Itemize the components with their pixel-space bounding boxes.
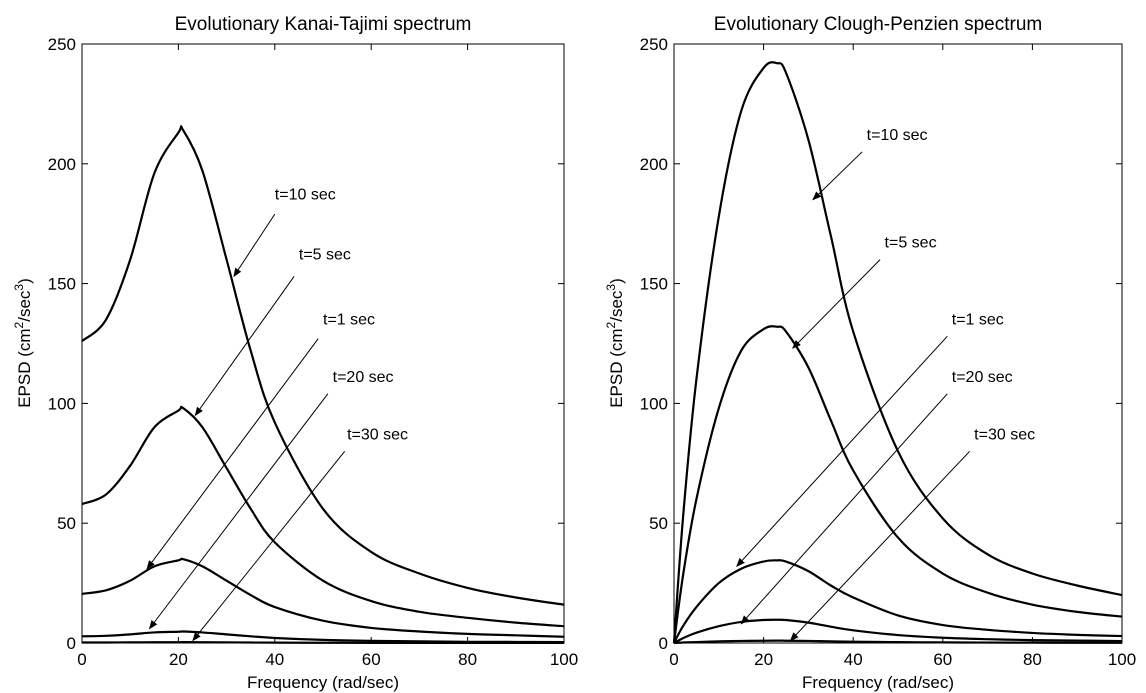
chart-title: Evolutionary Clough-Penzien spectrum <box>714 14 1042 35</box>
x-tick-label: 40 <box>844 650 863 669</box>
x-tick-label: 0 <box>77 650 86 669</box>
series-line-t-1-sec <box>673 559 1123 644</box>
y-tick-label: 250 <box>48 35 76 54</box>
series-group <box>672 61 1123 645</box>
x-tick-label: 0 <box>669 650 678 669</box>
series-line-t-10-sec <box>81 125 565 606</box>
series-line-t-20-sec <box>81 630 565 644</box>
annotations-group: t=10 sec t=5 sec t=1 sec t=20 sec t=30 sec <box>736 127 1035 642</box>
annotation-arrow <box>736 335 948 567</box>
annotation-arrow <box>812 151 863 201</box>
annotation-arrow <box>789 450 971 642</box>
annotation-arrow <box>233 213 276 278</box>
annotation-arrow <box>792 259 881 349</box>
y-tick-label: 250 <box>640 35 668 54</box>
annotation-label: t=20 sec <box>333 369 394 386</box>
annotation-arrow <box>740 393 948 625</box>
annotations-group: t=10 sec t=5 sec t=1 sec t=20 sec t=30 sec <box>146 187 408 642</box>
x-tick-label: 20 <box>169 650 188 669</box>
x-tick-label: 60 <box>933 650 952 669</box>
x-tick-label: 60 <box>362 650 381 669</box>
clough-penzien-panel: Evolutionary Clough-Penzien spectrum 0 20… <box>604 14 1136 692</box>
y-tick-label: 50 <box>649 514 668 533</box>
y-tick-label: 100 <box>640 394 668 413</box>
annotation-label: t=10 sec <box>867 127 928 144</box>
y-tick-label: 150 <box>48 275 76 294</box>
annotation-arrow <box>146 338 319 570</box>
y-tick-label: 200 <box>640 155 668 174</box>
kanai-tajimi-panel: Evolutionary Kanai-Tajimi spectrum 0 20 40… <box>12 14 578 692</box>
x-axis-label: Frequency (rad/sec) <box>802 673 954 692</box>
plot-frame <box>81 43 565 644</box>
series-line-t-20-sec <box>673 618 1123 644</box>
annotation-label: t=30 sec <box>347 426 408 443</box>
annotation-arrow <box>148 393 329 630</box>
x-tick-label: 100 <box>1108 650 1136 669</box>
y-tick-label: 0 <box>659 634 668 653</box>
annotation-label: t=30 sec <box>974 426 1035 443</box>
x-tick-label: 40 <box>265 650 284 669</box>
y-tick-label: 150 <box>640 275 668 294</box>
series-line-t-30-sec <box>81 641 564 645</box>
series-line-t-30-sec <box>673 639 1123 645</box>
x-tick-label: 20 <box>754 650 773 669</box>
annotation-arrow <box>194 276 295 417</box>
annotation-label: t=1 sec <box>323 311 375 328</box>
y-axis-ticks: 0 50 100 150 200 250 <box>48 35 564 653</box>
y-tick-label: 50 <box>57 514 76 533</box>
y-axis-label: EPSD (cm2/sec3) <box>12 278 34 408</box>
y-tick-label: 100 <box>48 394 76 413</box>
x-axis-ticks: 0 20 40 60 80 100 <box>669 44 1136 669</box>
y-axis-ticks: 0 50 100 150 200 250 <box>640 35 1122 653</box>
x-tick-label: 80 <box>458 650 477 669</box>
x-axis-ticks: 0 20 40 60 80 100 <box>77 44 578 669</box>
x-tick-label: 80 <box>1023 650 1042 669</box>
series-line-t-1-sec <box>81 557 565 638</box>
series-group <box>81 125 565 645</box>
annotation-label: t=1 sec <box>952 311 1004 328</box>
x-axis-label: Frequency (rad/sec) <box>247 673 399 692</box>
annotation-label: t=20 sec <box>952 369 1013 386</box>
series-line-t-10-sec <box>672 61 1123 644</box>
annotation-label: t=5 sec <box>885 235 937 252</box>
y-axis-label: EPSD (cm2/sec3) <box>604 278 626 408</box>
y-tick-label: 0 <box>67 634 76 653</box>
annotation-label: t=5 sec <box>299 247 351 264</box>
y-tick-label: 200 <box>48 155 76 174</box>
annotation-arrow <box>192 451 346 642</box>
x-tick-label: 100 <box>550 650 578 669</box>
annotation-label: t=10 sec <box>275 187 336 204</box>
chart-title: Evolutionary Kanai-Tajimi spectrum <box>175 14 472 35</box>
series-line-t-5-sec <box>672 325 1123 644</box>
series-line-t-5-sec <box>81 405 565 628</box>
